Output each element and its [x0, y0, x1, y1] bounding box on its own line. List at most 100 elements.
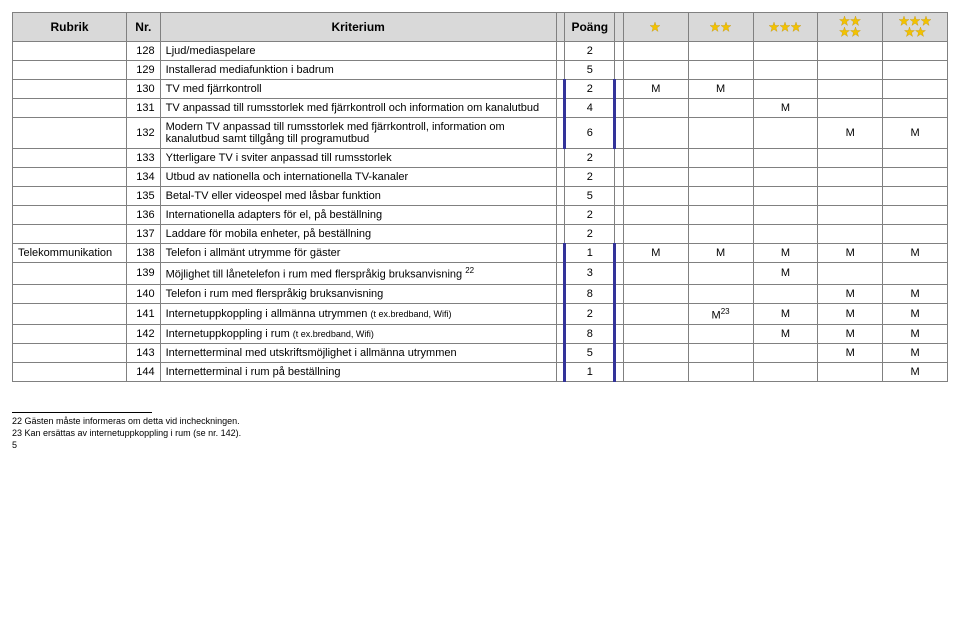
- cell-star: [818, 206, 883, 225]
- cell-poang: 5: [565, 61, 615, 80]
- cell-nr: 140: [127, 284, 161, 303]
- cell-star: [688, 168, 753, 187]
- cell-kriterium: Telefon i rum med flerspråkig bruksanvis…: [160, 284, 556, 303]
- hdr-kriterium: Kriterium: [160, 13, 556, 42]
- cell-kriterium: TV med fjärrkontroll: [160, 80, 556, 99]
- cell-star: [753, 187, 818, 206]
- cell-rubrik: Telekommunikation: [13, 244, 127, 263]
- cell-poang: 6: [565, 118, 615, 149]
- cell-kriterium: Laddare för mobila enheter, på beställni…: [160, 225, 556, 244]
- cell-star: [818, 263, 883, 285]
- cell-star: M: [883, 344, 948, 363]
- table-row: 129Installerad mediafunktion i badrum 5: [13, 61, 948, 80]
- cell-star: [753, 225, 818, 244]
- cell-star: M: [883, 244, 948, 263]
- cell-sep: [615, 284, 623, 303]
- cell-star: M: [623, 80, 688, 99]
- cell-rubrik: [13, 206, 127, 225]
- cell-kriterium: Utbud av nationella och internationella …: [160, 168, 556, 187]
- table-row: 135Betal-TV eller videospel med låsbar f…: [13, 187, 948, 206]
- cell-star: [818, 42, 883, 61]
- cell-sep: [556, 80, 564, 99]
- cell-poang: 2: [565, 80, 615, 99]
- cell-poang: 8: [565, 325, 615, 344]
- cell-sep: [615, 244, 623, 263]
- cell-star: [623, 344, 688, 363]
- cell-sep: [615, 168, 623, 187]
- cell-star: [883, 168, 948, 187]
- cell-rubrik: [13, 168, 127, 187]
- cell-poang: 2: [565, 225, 615, 244]
- cell-star: [623, 284, 688, 303]
- cell-star: [883, 61, 948, 80]
- cell-rubrik: [13, 225, 127, 244]
- cell-sep: [556, 187, 564, 206]
- cell-poang: 5: [565, 344, 615, 363]
- cell-star: [818, 363, 883, 382]
- cell-nr: 130: [127, 80, 161, 99]
- cell-rubrik: [13, 61, 127, 80]
- cell-rubrik: [13, 263, 127, 285]
- criteria-table: Rubrik Nr. Kriterium Poäng 128Ljud/media…: [12, 12, 948, 382]
- cell-star: M: [883, 325, 948, 344]
- cell-rubrik: [13, 325, 127, 344]
- table-row: 140Telefon i rum med flerspråkig bruksan…: [13, 284, 948, 303]
- cell-rubrik: [13, 118, 127, 149]
- cell-poang: 2: [565, 42, 615, 61]
- table-row: 128Ljud/mediaspelare2: [13, 42, 948, 61]
- cell-sep: [556, 325, 564, 344]
- cell-sep: [556, 61, 564, 80]
- cell-sep: [615, 363, 623, 382]
- cell-star: [623, 303, 688, 325]
- cell-star: [883, 149, 948, 168]
- cell-nr: 141: [127, 303, 161, 325]
- hdr-star-4: [818, 13, 883, 42]
- cell-star: M: [818, 325, 883, 344]
- cell-sep: [615, 187, 623, 206]
- cell-nr: 133: [127, 149, 161, 168]
- cell-star: M: [818, 244, 883, 263]
- cell-star: [688, 99, 753, 118]
- cell-star: [623, 325, 688, 344]
- cell-kriterium: Internetuppkoppling i rum (t ex.bredband…: [160, 325, 556, 344]
- header-row: Rubrik Nr. Kriterium Poäng: [13, 13, 948, 42]
- cell-star: [753, 149, 818, 168]
- table-row: 143Internetterminal med utskriftsmöjligh…: [13, 344, 948, 363]
- cell-star: M: [753, 99, 818, 118]
- cell-sep: [556, 206, 564, 225]
- cell-nr: 143: [127, 344, 161, 363]
- footnote-23: 23 Kan ersättas av internetuppkoppling i…: [12, 428, 948, 440]
- cell-kriterium: Installerad mediafunktion i badrum: [160, 61, 556, 80]
- hdr-nr: Nr.: [127, 13, 161, 42]
- cell-nr: 142: [127, 325, 161, 344]
- hdr-star-5: [883, 13, 948, 42]
- cell-star: [883, 225, 948, 244]
- cell-nr: 129: [127, 61, 161, 80]
- cell-rubrik: [13, 344, 127, 363]
- cell-poang: 5: [565, 187, 615, 206]
- cell-star: [753, 42, 818, 61]
- cell-sep: [615, 225, 623, 244]
- table-row: 132Modern TV anpassad till rumsstorlek m…: [13, 118, 948, 149]
- cell-sep: [556, 168, 564, 187]
- cell-kriterium: Ljud/mediaspelare: [160, 42, 556, 61]
- cell-sep: [556, 99, 564, 118]
- cell-star: [688, 149, 753, 168]
- cell-star: [688, 42, 753, 61]
- hdr-star-1: [623, 13, 688, 42]
- table-row: 131TV anpassad till rumsstorlek med fjär…: [13, 99, 948, 118]
- cell-nr: 138: [127, 244, 161, 263]
- cell-star: [753, 363, 818, 382]
- table-row: 134Utbud av nationella och internationel…: [13, 168, 948, 187]
- cell-star: M: [883, 363, 948, 382]
- cell-sep: [615, 344, 623, 363]
- cell-star: [883, 99, 948, 118]
- cell-rubrik: [13, 80, 127, 99]
- cell-star: M: [883, 303, 948, 325]
- cell-kriterium: Möjlighet till lånetelefon i rum med fle…: [160, 263, 556, 285]
- cell-star: M: [753, 303, 818, 325]
- table-row: 142Internetuppkoppling i rum (t ex.bredb…: [13, 325, 948, 344]
- cell-star: M: [883, 284, 948, 303]
- footnotes: 22 Gästen måste informeras om detta vid …: [12, 412, 948, 451]
- cell-star: [753, 168, 818, 187]
